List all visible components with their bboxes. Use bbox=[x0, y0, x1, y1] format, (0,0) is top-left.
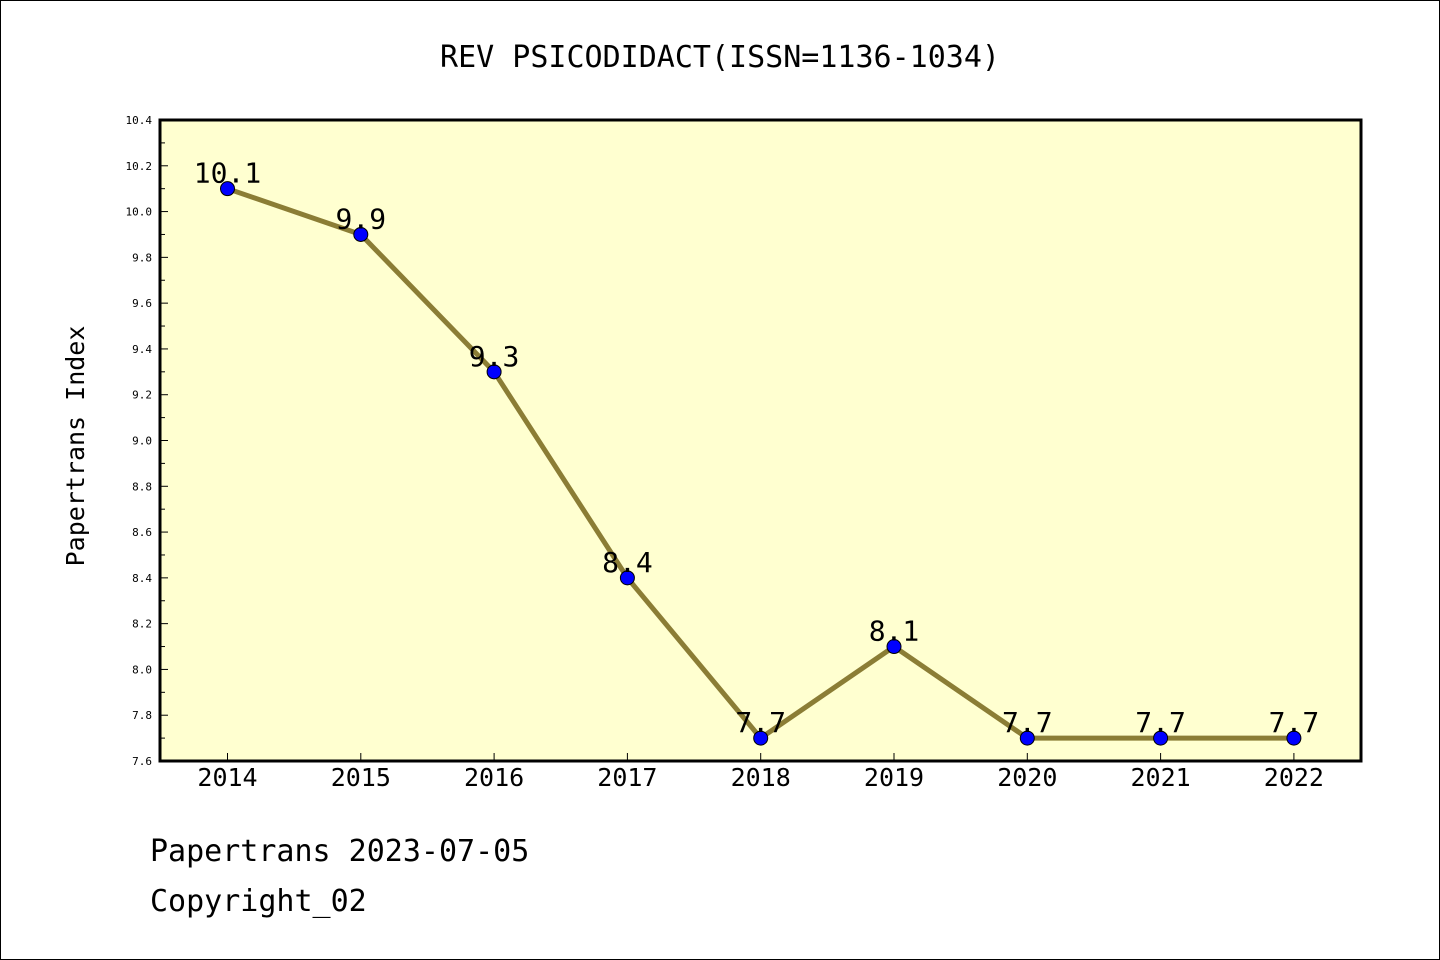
data-label: 8.1 bbox=[869, 615, 920, 648]
data-label: 9.3 bbox=[469, 340, 520, 373]
x-tick-label: 2019 bbox=[864, 763, 924, 792]
plot-border bbox=[158, 118, 1363, 763]
y-tick-label: 8.8 bbox=[132, 480, 152, 493]
y-tick-label: 9.8 bbox=[132, 251, 152, 264]
y-axis-ticks: 7.6 7.8 8.0 8.2 8.4 8.6 8.8 9.0 9.2 9.4 9.6 9.8 10.0… bbox=[126, 114, 168, 768]
y-tick-label: 7.6 bbox=[132, 755, 152, 768]
y-tick-label: 8.2 bbox=[132, 618, 152, 631]
y-tick-label: 10.0 bbox=[126, 206, 153, 219]
footer-copyright-line: Copyright_02 bbox=[150, 884, 367, 919]
data-point bbox=[619, 570, 635, 586]
x-tick-label: 2017 bbox=[597, 763, 657, 792]
y-tick-label: 10.2 bbox=[126, 160, 153, 173]
x-tick-label: 2014 bbox=[197, 763, 257, 792]
plot-area bbox=[160, 120, 1361, 761]
data-point bbox=[353, 226, 369, 242]
data-point bbox=[220, 181, 235, 197]
x-tick-label: 2016 bbox=[464, 763, 524, 792]
chart-title: REV PSICODIDACT(ISSN=1136-1034) bbox=[440, 40, 1000, 75]
y-tick-label: 9.4 bbox=[132, 343, 152, 356]
data-label: 8.4 bbox=[602, 546, 653, 579]
y-tick-label: 9.6 bbox=[132, 297, 152, 310]
y-tick-label: 7.8 bbox=[132, 709, 152, 722]
y-tick-label: 9.2 bbox=[132, 389, 152, 402]
data-point bbox=[1019, 730, 1035, 746]
x-tick-label: 2015 bbox=[331, 763, 391, 792]
data-label: 7.7 bbox=[1269, 706, 1320, 739]
data-point bbox=[753, 730, 769, 746]
data-label: 7.7 bbox=[1135, 706, 1186, 739]
y-tick-label: 9.0 bbox=[132, 435, 152, 448]
data-point bbox=[1286, 730, 1302, 746]
data-label: 9.9 bbox=[336, 202, 387, 235]
data-label: 7.7 bbox=[735, 706, 786, 739]
x-tick-label: 2021 bbox=[1130, 763, 1190, 792]
series-layer: 10.1 9.9 9.3 8.4 7.7 8.1 7.7 7.7 7.7 bbox=[194, 157, 1320, 746]
y-tick-label: 8.0 bbox=[132, 663, 152, 676]
x-tick-label: 2022 bbox=[1264, 763, 1324, 792]
data-point bbox=[1153, 730, 1169, 746]
data-label: 10.1 bbox=[194, 157, 261, 190]
data-point bbox=[886, 639, 902, 655]
y-axis-label: Papertrans Index bbox=[61, 326, 90, 567]
y-tick-label: 8.4 bbox=[132, 572, 152, 585]
x-tick-label: 2020 bbox=[997, 763, 1057, 792]
x-tick-label: 2018 bbox=[731, 763, 791, 792]
footer-date-line: Papertrans 2023-07-05 bbox=[150, 834, 530, 869]
x-axis-ticks: 2014 2015 2016 2017 2018 2019 2020 2021 2022 bbox=[197, 753, 1324, 792]
data-point bbox=[486, 364, 502, 380]
data-label: 7.7 bbox=[1002, 706, 1053, 739]
y-tick-label: 8.6 bbox=[132, 526, 152, 539]
y-tick-label: 10.4 bbox=[126, 114, 153, 127]
